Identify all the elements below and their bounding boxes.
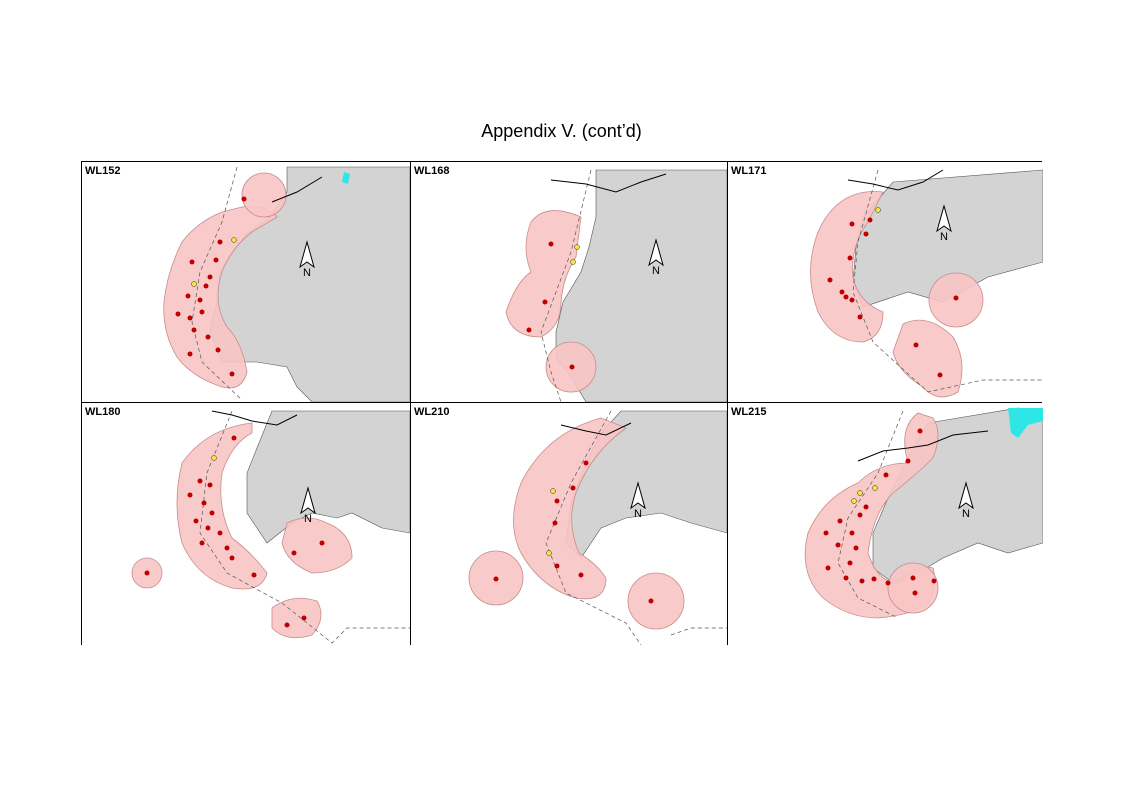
boundary-line bbox=[837, 410, 904, 619]
boundary-line bbox=[852, 169, 1043, 393]
north-arrow-icon: N bbox=[958, 481, 974, 520]
north-arrow-icon: N bbox=[300, 486, 316, 525]
telemetry-points bbox=[827, 207, 959, 378]
map-canvas: N bbox=[505, 169, 727, 402]
panel-label: WL210 bbox=[414, 406, 450, 418]
north-label: N bbox=[303, 267, 311, 279]
telemetry-points bbox=[493, 460, 654, 604]
boundary-line bbox=[199, 410, 410, 644]
water-body bbox=[1008, 408, 1043, 438]
map-panel-wl168: WL168 N bbox=[411, 162, 727, 402]
home-range bbox=[271, 597, 322, 639]
land-mass bbox=[555, 169, 727, 402]
home-range bbox=[810, 191, 884, 343]
map-panel-wl180: WL180 bbox=[82, 403, 410, 645]
boundary-line bbox=[191, 166, 243, 401]
home-range bbox=[281, 517, 353, 574]
map-panel-wl171: WL171 bbox=[728, 162, 1043, 402]
road-line bbox=[271, 176, 323, 203]
map-grid: WL152 bbox=[81, 161, 1043, 645]
road-line bbox=[211, 410, 298, 426]
north-arrow-icon: N bbox=[299, 240, 315, 279]
road-line bbox=[857, 430, 989, 462]
land-mass bbox=[246, 410, 410, 544]
water-body bbox=[342, 172, 350, 184]
map-panel-wl152: WL152 bbox=[82, 162, 410, 402]
panel-label: WL168 bbox=[414, 165, 450, 177]
home-range bbox=[176, 422, 268, 590]
page-title: Appendix V. (cont’d) bbox=[481, 121, 642, 141]
map-panel-wl215: WL215 bbox=[728, 403, 1043, 645]
map-canvas: N bbox=[468, 410, 727, 645]
road-line bbox=[550, 173, 667, 193]
panel-label: WL171 bbox=[731, 165, 767, 177]
north-arrow-icon: N bbox=[648, 238, 664, 277]
telemetry-points bbox=[526, 241, 580, 370]
home-range bbox=[163, 206, 278, 389]
north-label: N bbox=[304, 513, 312, 525]
grid-divider bbox=[727, 162, 728, 644]
home-range bbox=[505, 210, 582, 338]
north-label: N bbox=[962, 508, 970, 520]
telemetry-points bbox=[823, 428, 937, 596]
map-canvas: N bbox=[131, 410, 410, 644]
panel-label: WL152 bbox=[85, 165, 121, 177]
boundary-line bbox=[540, 169, 592, 402]
telemetry-points bbox=[175, 196, 247, 377]
home-range bbox=[513, 417, 627, 600]
home-range bbox=[627, 572, 685, 630]
map-canvas: N bbox=[810, 169, 1043, 398]
north-label: N bbox=[652, 265, 660, 277]
telemetry-points bbox=[144, 435, 325, 628]
road-line bbox=[847, 169, 944, 191]
boundary-line bbox=[670, 627, 727, 636]
grid-divider bbox=[410, 162, 411, 644]
home-range bbox=[241, 172, 287, 218]
panel-label: WL180 bbox=[85, 406, 121, 418]
home-range bbox=[892, 319, 963, 398]
north-arrow-icon: N bbox=[630, 481, 646, 520]
grid-divider bbox=[82, 402, 1041, 403]
map-canvas: N bbox=[163, 166, 410, 402]
map-canvas: N bbox=[804, 407, 1043, 619]
map-panel-wl210: WL210 N bbox=[411, 403, 727, 645]
north-arrow-icon: N bbox=[936, 204, 952, 243]
north-label: N bbox=[940, 231, 948, 243]
north-label: N bbox=[634, 508, 642, 520]
road-line bbox=[560, 422, 632, 436]
panel-label: WL215 bbox=[731, 406, 767, 418]
home-range bbox=[887, 562, 939, 614]
